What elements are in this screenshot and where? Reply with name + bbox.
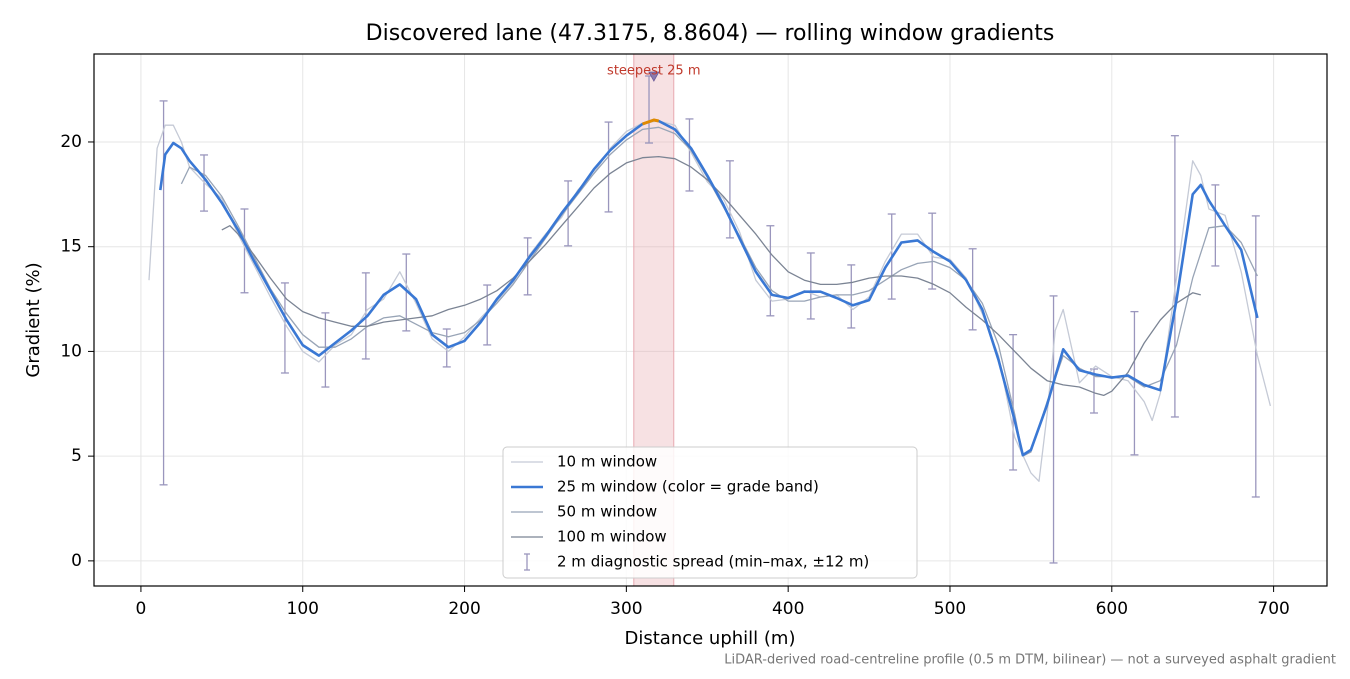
error-bar [604, 121, 613, 213]
error-bar [1211, 184, 1220, 267]
error-bar [1251, 215, 1260, 498]
x-tick-label: 700 [1257, 599, 1289, 619]
legend-label: 2 m diagnostic spread (min–max, ±12 m) [557, 553, 869, 571]
error-bar [806, 252, 815, 320]
error-bar [1049, 295, 1058, 564]
x-tick-label: 300 [610, 599, 642, 619]
y-tick-label: 5 [71, 446, 82, 466]
legend-label: 50 m window [557, 503, 657, 521]
error-bar [725, 160, 734, 239]
y-tick-label: 0 [71, 551, 82, 571]
x-tick-label: 0 [136, 599, 147, 619]
y-tick-label: 10 [60, 341, 82, 361]
x-tick-label: 100 [287, 599, 319, 619]
legend-label: 25 m window (color = grade band) [557, 478, 819, 496]
y-tick-label: 20 [60, 132, 82, 152]
error-bar [564, 180, 573, 247]
error-bar [1130, 310, 1139, 456]
error-bar [766, 225, 775, 317]
legend-label: 100 m window [557, 528, 667, 546]
y-axis-label: Gradient (%) [23, 262, 44, 377]
x-axis-label: Distance uphill (m) [625, 628, 796, 649]
steepest-marker [648, 71, 660, 82]
x-tick-label: 200 [448, 599, 480, 619]
plot-frame [93, 53, 1328, 587]
error-bar [240, 208, 249, 294]
chart-title: Discovered lane (47.3175, 8.8604) — roll… [366, 21, 1055, 46]
series-line [148, 120, 1272, 482]
footnote: LiDAR-derived road-centreline profile (0… [724, 653, 1336, 668]
error-bar [1009, 334, 1018, 471]
error-bar [523, 237, 532, 296]
steepest-label: steepest 25 m [607, 64, 700, 79]
error-bar [685, 118, 694, 192]
error-bar [402, 253, 411, 332]
y-tick-label: 15 [60, 237, 82, 257]
x-tick-label: 400 [772, 599, 804, 619]
error-bar [442, 328, 451, 368]
x-tick-label: 500 [934, 599, 966, 619]
x-tick-label: 600 [1096, 599, 1128, 619]
legend-label: 10 m window [557, 453, 657, 471]
error-bar [1170, 135, 1179, 418]
error-bar [847, 264, 856, 329]
legend-box [502, 446, 918, 579]
series-line [159, 118, 1259, 457]
legend: 10 m window 25 m window (color = grade ba… [502, 446, 918, 579]
series-line [642, 118, 660, 126]
